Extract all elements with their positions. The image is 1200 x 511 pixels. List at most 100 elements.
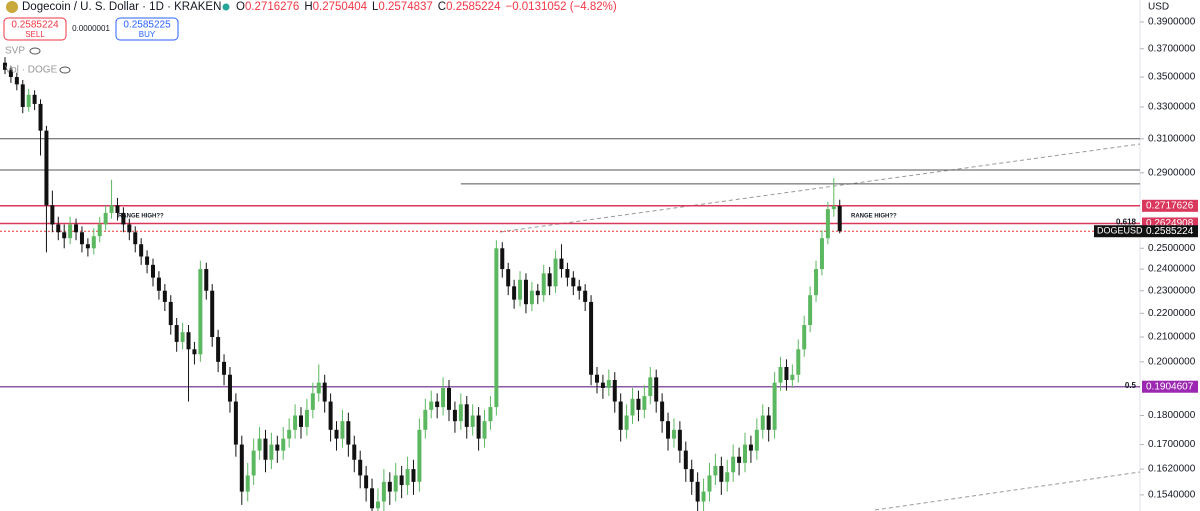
currency[interactable]: USD: [1148, 2, 1169, 13]
candle-body: [50, 205, 55, 225]
candle-body: [512, 286, 517, 300]
candle-body: [192, 349, 197, 355]
candle-body: [571, 277, 576, 287]
candle-body: [62, 232, 67, 239]
candle-body: [405, 469, 410, 486]
candle-body: [239, 444, 244, 492]
candle-body: [595, 374, 599, 383]
candle-body: [831, 206, 836, 210]
candle-body: [233, 401, 238, 445]
symbol-title[interactable]: Dogecoin / U. S. Dollar · 1D · KRAKEN: [22, 1, 221, 13]
buy-label: BUY: [139, 30, 156, 39]
candle-body: [737, 456, 742, 463]
coin-icon: [6, 1, 18, 13]
ohlc-value: 0.2716276: [245, 1, 299, 13]
buy-button[interactable]: [115, 17, 179, 41]
candle-body: [44, 130, 49, 206]
candle-body: [648, 377, 653, 397]
candle-body: [334, 429, 339, 439]
levels: [0, 138, 1140, 388]
candle-body: [754, 429, 759, 451]
candle-body: [210, 290, 215, 338]
candle-body: [677, 429, 682, 451]
candle-body: [488, 407, 493, 422]
candle-body: [103, 212, 108, 225]
candle-body: [819, 238, 824, 270]
candle-body: [671, 429, 676, 439]
candle-body: [20, 84, 25, 107]
candle-body: [85, 244, 90, 249]
price-tag: [1142, 199, 1198, 212]
trend-line: [874, 471, 1141, 511]
buy-price: 0.2585225: [123, 20, 171, 31]
candle-body: [340, 421, 345, 439]
y-tick-label: 0.3700000: [1148, 43, 1196, 54]
indicator[interactable]: Vol · DOGE: [5, 65, 58, 76]
candle-body: [719, 465, 724, 482]
indicator[interactable]: SVP: [5, 46, 25, 57]
candle-body: [482, 421, 487, 439]
candle-body: [583, 290, 588, 302]
y-tick-label: 0.2200000: [1148, 308, 1196, 319]
candle-body: [227, 374, 232, 402]
ohlc-value: 0.2585224: [446, 1, 501, 13]
candle-body: [553, 258, 558, 287]
candle-body: [636, 398, 641, 410]
candle-body: [304, 409, 309, 427]
candle-body: [91, 236, 96, 249]
candle-body: [251, 450, 256, 476]
candle-body: [476, 415, 481, 439]
candle-body: [796, 349, 801, 375]
sell-button[interactable]: [3, 17, 67, 41]
eye-icon[interactable]: [59, 66, 71, 74]
y-tick-label: 0.2900000: [1148, 167, 1196, 178]
candle-body: [470, 415, 475, 427]
candle-body: [660, 401, 665, 422]
candle-body: [74, 224, 79, 233]
candles: [3, 57, 842, 511]
candle-body: [618, 401, 623, 430]
candle-body: [417, 429, 422, 482]
candle-body: [624, 415, 629, 430]
eye-icon[interactable]: [29, 47, 41, 55]
candle-body: [423, 409, 428, 430]
candle-body: [14, 77, 19, 85]
candle-body: [518, 279, 523, 300]
candle-body: [204, 269, 209, 291]
candle-body: [731, 456, 736, 473]
sell-price: 0.2585224: [11, 20, 59, 31]
price-tag: [1142, 380, 1198, 393]
candle-body: [26, 94, 31, 107]
y-tick-label: 0.3500000: [1148, 72, 1196, 83]
ohlc: O 0.2716276 H 0.2750404 L 0.2574837 C 0.2585224: [236, 1, 501, 13]
candle-body: [287, 429, 292, 439]
price-tag-label: 0.2624908: [1146, 218, 1194, 229]
candle-body: [121, 212, 126, 225]
candle-body: [772, 382, 777, 430]
price-tag-label: 0.1904607: [1146, 381, 1194, 392]
candle-body: [151, 264, 155, 278]
candle-body: [701, 491, 706, 502]
y-tick-label: 0.1620000: [1148, 464, 1196, 475]
candle-body: [435, 401, 440, 408]
candle-body: [68, 224, 73, 239]
price-tag: [1142, 225, 1198, 238]
candle-body: [654, 377, 659, 402]
candle-body: [174, 325, 179, 342]
price-axis: 0.3900000 0.3700000 0.3500000 0.3300000 0.31…: [1094, 17, 1198, 501]
candle-body: [666, 421, 671, 439]
candle-body: [760, 415, 765, 430]
candle-body: [506, 269, 511, 287]
candle-body: [642, 396, 647, 410]
candle-body: [535, 290, 540, 296]
candle-body: [707, 475, 712, 492]
candle-body: [216, 337, 221, 362]
candle-body: [364, 475, 369, 489]
y-tick-label: 0.1540000: [1148, 490, 1196, 501]
candle-body: [198, 269, 203, 355]
y-tick-label: 0.1800000: [1148, 410, 1196, 421]
candle-body: [293, 415, 298, 430]
candle-body: [109, 205, 114, 213]
candle-body: [56, 224, 61, 233]
